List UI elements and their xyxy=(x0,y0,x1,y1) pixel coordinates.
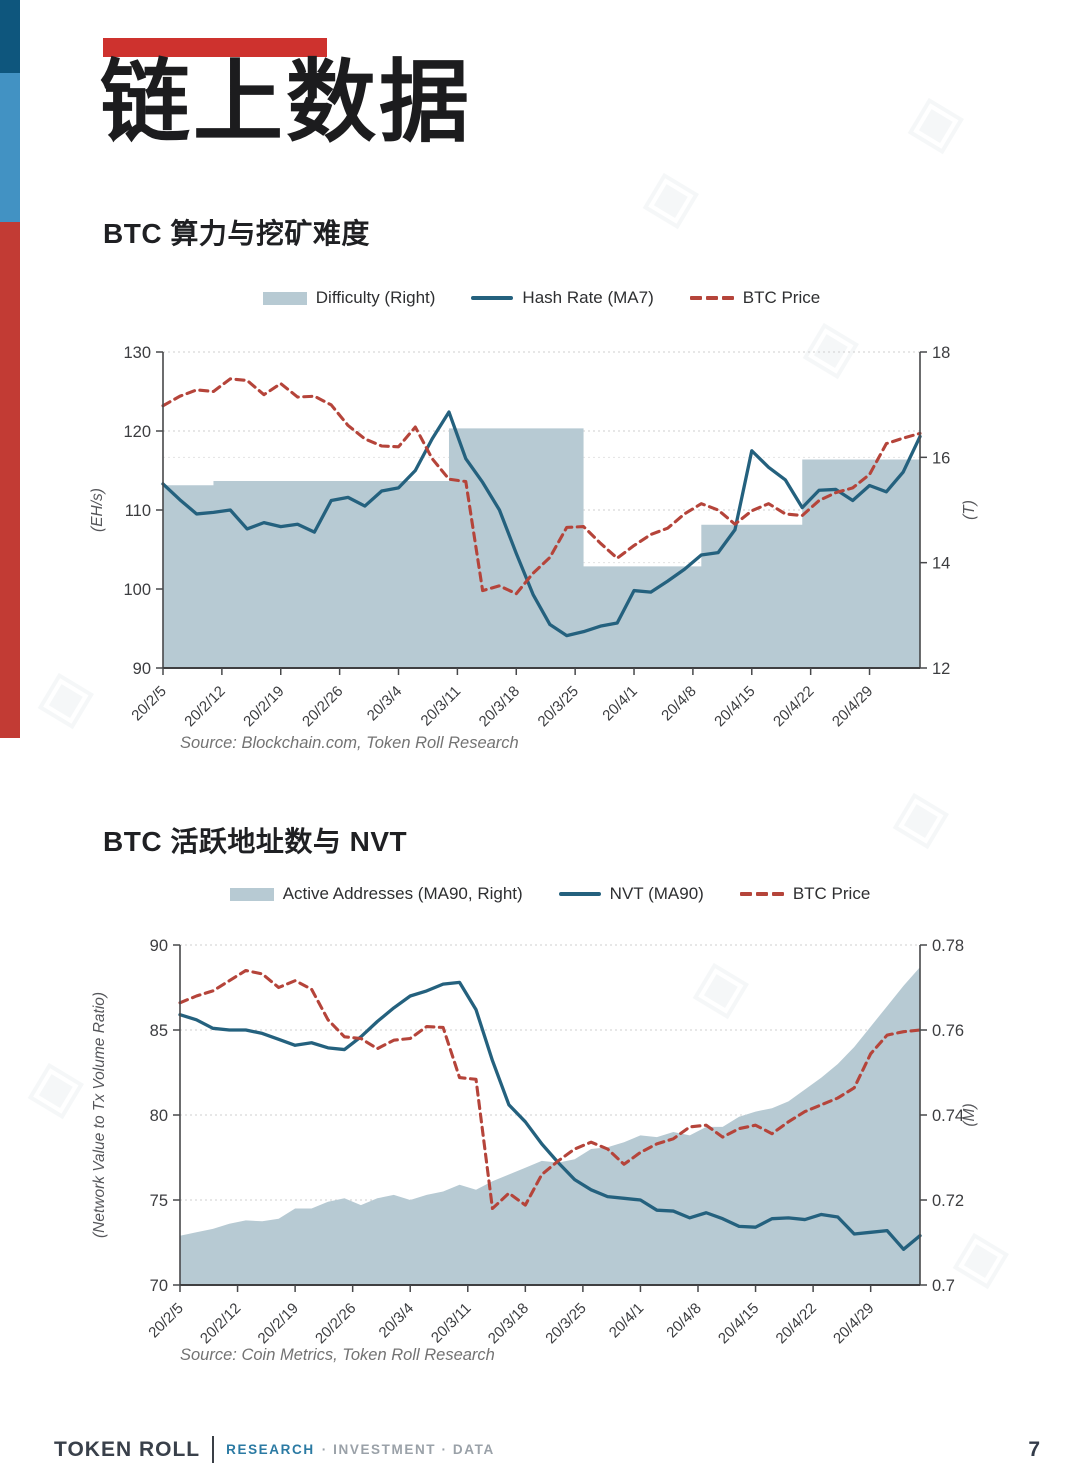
legend-label: BTC Price xyxy=(742,288,821,307)
svg-text:20/2/12: 20/2/12 xyxy=(197,1300,244,1347)
legend-item: BTC Price xyxy=(739,884,871,904)
legend-item: Difficulty (Right) xyxy=(262,288,436,308)
edge-accent-top xyxy=(0,0,20,73)
page-title: 链上数据 xyxy=(100,53,472,153)
legend-item: BTC Price xyxy=(689,288,821,308)
svg-text:85: 85 xyxy=(150,1022,168,1040)
footer-research-label: RESEARCH xyxy=(226,1442,315,1457)
svg-text:20/3/11: 20/3/11 xyxy=(418,683,465,730)
svg-text:75: 75 xyxy=(150,1192,168,1210)
line-swatch-icon xyxy=(471,295,514,301)
dashed-line-swatch-icon xyxy=(739,891,784,897)
svg-text:20/4/1: 20/4/1 xyxy=(599,683,641,725)
hashrate-difficulty-chart: 90 100 110 120 130 12 14 16 18 20/2/5 20/2/12 20/2/… xyxy=(89,344,978,730)
footer-divider xyxy=(212,1436,215,1463)
legend-label: NVT (MA90) xyxy=(609,884,704,903)
svg-text:(T): (T) xyxy=(961,500,978,520)
watermark-icon: ◈ xyxy=(895,72,974,169)
svg-text:20/4/22: 20/4/22 xyxy=(770,683,817,730)
svg-text:80: 80 xyxy=(150,1107,168,1125)
legend-label: Difficulty (Right) xyxy=(315,288,436,307)
svg-text:12: 12 xyxy=(932,660,950,678)
svg-text:130: 130 xyxy=(123,344,151,362)
legend-item: Hash Rate (MA7) xyxy=(471,288,654,308)
svg-text:120: 120 xyxy=(123,423,151,441)
svg-text:(M): (M) xyxy=(961,1103,978,1126)
svg-text:20/2/26: 20/2/26 xyxy=(299,683,346,730)
svg-text:20/4/8: 20/4/8 xyxy=(658,683,700,725)
svg-text:20/4/29: 20/4/29 xyxy=(830,1300,877,1347)
legend-item: NVT (MA90) xyxy=(558,884,704,904)
page-number: 7 xyxy=(1028,1438,1040,1461)
section-title-hashrate-difficulty: BTC 算力与挖矿难度 xyxy=(103,218,370,249)
svg-text:20/4/29: 20/4/29 xyxy=(829,683,876,730)
svg-text:20/2/19: 20/2/19 xyxy=(240,683,287,730)
svg-text:20/3/25: 20/3/25 xyxy=(542,1300,589,1347)
svg-text:18: 18 xyxy=(932,344,950,362)
legend-label: Hash Rate (MA7) xyxy=(522,288,654,307)
brand-logo-text: TOKEN ROLL xyxy=(54,1437,201,1461)
svg-text:20/4/1: 20/4/1 xyxy=(606,1300,648,1342)
svg-text:20/4/22: 20/4/22 xyxy=(773,1300,820,1347)
area-swatch-icon xyxy=(229,887,274,901)
svg-text:90: 90 xyxy=(150,937,168,955)
svg-text:20/3/18: 20/3/18 xyxy=(485,1300,532,1347)
legend-label: Active Addresses (MA90, Right) xyxy=(282,884,523,903)
watermark-icon: ◈ xyxy=(15,1037,94,1134)
svg-text:0.78: 0.78 xyxy=(932,937,964,955)
watermark-icon: ◈ xyxy=(630,147,709,244)
svg-text:20/4/15: 20/4/15 xyxy=(711,683,758,730)
svg-text:20/2/12: 20/2/12 xyxy=(181,683,228,730)
svg-text:0.72: 0.72 xyxy=(932,1192,964,1210)
svg-text:20/3/4: 20/3/4 xyxy=(376,1300,418,1342)
svg-text:20/2/5: 20/2/5 xyxy=(145,1300,187,1342)
legend-item: Active Addresses (MA90, Right) xyxy=(229,884,523,904)
svg-text:20/3/25: 20/3/25 xyxy=(535,683,582,730)
svg-text:20/3/4: 20/3/4 xyxy=(364,683,406,725)
area-swatch-icon xyxy=(262,291,307,305)
svg-text:70: 70 xyxy=(150,1277,168,1295)
svg-text:16: 16 xyxy=(932,449,950,467)
edge-accent-bottom xyxy=(0,222,20,738)
svg-text:20/3/18: 20/3/18 xyxy=(476,683,523,730)
svg-text:20/4/8: 20/4/8 xyxy=(663,1300,705,1342)
svg-text:20/3/11: 20/3/11 xyxy=(428,1300,475,1347)
source-note-chart2: Source: Coin Metrics, Token Roll Researc… xyxy=(180,1346,495,1364)
svg-text:20/2/19: 20/2/19 xyxy=(255,1300,302,1347)
svg-text:110: 110 xyxy=(125,502,151,520)
svg-text:20/2/5: 20/2/5 xyxy=(128,683,170,725)
edge-accent-middle xyxy=(0,73,20,222)
svg-text:0.76: 0.76 xyxy=(932,1022,964,1040)
svg-text:0.74: 0.74 xyxy=(932,1107,964,1125)
title-accent-bar xyxy=(103,38,327,57)
legend-chart1: Difficulty (Right) Hash Rate (MA7) BTC Pri… xyxy=(163,288,920,308)
svg-text:(Network Value to Tx Volume Ra: (Network Value to Tx Volume Ratio) xyxy=(91,992,108,1238)
dashed-line-swatch-icon xyxy=(689,295,734,301)
legend-label: BTC Price xyxy=(792,884,871,903)
watermark-icon: ◈ xyxy=(880,767,959,864)
svg-text:20/2/26: 20/2/26 xyxy=(312,1300,359,1347)
svg-text:14: 14 xyxy=(932,555,950,573)
svg-text:20/4/15: 20/4/15 xyxy=(715,1300,762,1347)
svg-text:0.7: 0.7 xyxy=(932,1277,955,1295)
footer: TOKEN ROLL RESEARCH · INVESTMENT · DATA xyxy=(54,1436,495,1463)
svg-text:100: 100 xyxy=(123,581,151,599)
section-title-active-addresses-nvt: BTC 活跃地址数与 NVT xyxy=(103,826,408,857)
svg-text:(EH/s): (EH/s) xyxy=(89,488,106,532)
svg-text:90: 90 xyxy=(133,660,151,678)
source-note-chart1: Source: Blockchain.com, Token Roll Resea… xyxy=(180,734,519,752)
footer-tagline: · INVESTMENT · DATA xyxy=(321,1442,495,1457)
line-swatch-icon xyxy=(558,891,601,897)
legend-chart2: Active Addresses (MA90, Right) NVT (MA90)… xyxy=(180,884,920,904)
